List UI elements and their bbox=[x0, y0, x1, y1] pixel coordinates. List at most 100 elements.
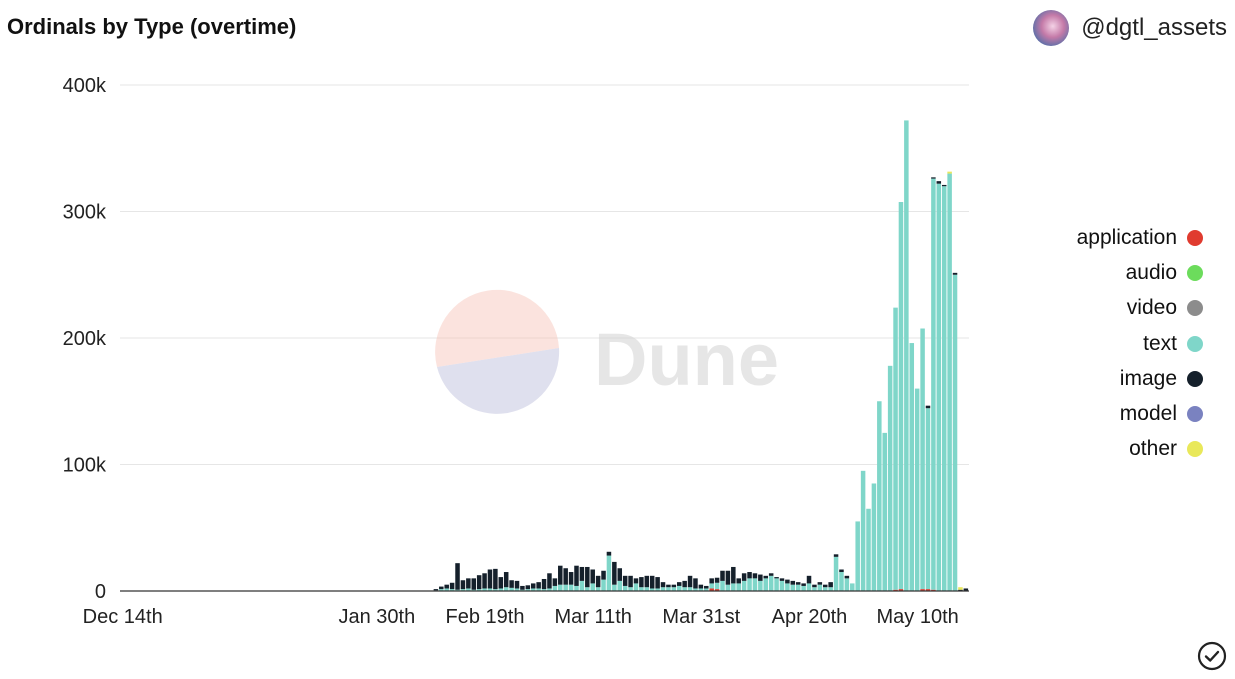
bar-application[interactable] bbox=[898, 589, 904, 591]
bar-text[interactable] bbox=[812, 587, 817, 591]
bar-text[interactable] bbox=[720, 580, 725, 591]
bar-image[interactable] bbox=[530, 583, 536, 589]
bar-image[interactable] bbox=[617, 568, 623, 581]
bar-text[interactable] bbox=[525, 589, 531, 591]
bar-text[interactable] bbox=[904, 120, 909, 592]
bar-application[interactable] bbox=[714, 589, 720, 591]
bar-image[interactable] bbox=[585, 566, 590, 588]
bar-text[interactable] bbox=[801, 585, 806, 591]
bar-image[interactable] bbox=[520, 585, 525, 590]
bar-text[interactable] bbox=[736, 583, 741, 591]
legend-item-video[interactable]: video bbox=[1077, 291, 1203, 326]
bar-image[interactable] bbox=[444, 584, 449, 589]
bar-image[interactable] bbox=[471, 578, 477, 590]
bar-text[interactable] bbox=[920, 328, 925, 590]
bar-text[interactable] bbox=[822, 587, 828, 591]
bar-text[interactable] bbox=[698, 588, 704, 591]
bar-text[interactable] bbox=[487, 588, 493, 591]
bar-text[interactable] bbox=[866, 508, 871, 591]
bar-text[interactable] bbox=[493, 589, 498, 591]
bar-image[interactable] bbox=[844, 575, 850, 579]
bar-image[interactable] bbox=[644, 575, 650, 588]
bar-text[interactable] bbox=[439, 589, 444, 591]
bar-text[interactable] bbox=[617, 580, 623, 591]
bar-text[interactable] bbox=[763, 578, 769, 591]
bar-image[interactable] bbox=[552, 578, 558, 586]
bar-image[interactable] bbox=[449, 582, 455, 590]
bar-text[interactable] bbox=[779, 580, 785, 591]
bar-image[interactable] bbox=[693, 578, 698, 589]
bar-image[interactable] bbox=[682, 580, 687, 588]
bar-image[interactable] bbox=[536, 582, 541, 589]
bar-text[interactable] bbox=[785, 583, 790, 591]
bar-text[interactable] bbox=[622, 585, 628, 591]
bar-text[interactable] bbox=[893, 307, 898, 590]
legend-item-application[interactable]: application bbox=[1077, 220, 1203, 255]
bar-text[interactable] bbox=[449, 589, 455, 591]
bar-text[interactable] bbox=[503, 587, 509, 591]
bar-text[interactable] bbox=[925, 408, 931, 590]
bar-image[interactable] bbox=[476, 575, 482, 590]
bar-text[interactable] bbox=[855, 521, 860, 591]
bar-image[interactable] bbox=[801, 583, 806, 586]
bar-image[interactable] bbox=[509, 580, 514, 588]
bar-text[interactable] bbox=[833, 556, 839, 591]
bar-other[interactable] bbox=[958, 587, 963, 590]
bar-text[interactable] bbox=[666, 587, 671, 591]
bar-image[interactable] bbox=[752, 573, 758, 579]
bar-image[interactable] bbox=[709, 578, 714, 584]
bar-text[interactable] bbox=[606, 555, 612, 591]
bar-image[interactable] bbox=[931, 177, 936, 179]
bar-image[interactable] bbox=[639, 577, 644, 588]
bar-image[interactable] bbox=[758, 574, 763, 581]
bar-text[interactable] bbox=[563, 584, 568, 591]
bar-text[interactable] bbox=[460, 589, 466, 591]
bar-text[interactable] bbox=[752, 578, 758, 591]
bar-image[interactable] bbox=[568, 572, 574, 585]
bar-text[interactable] bbox=[579, 580, 585, 591]
bar-image[interactable] bbox=[763, 575, 769, 579]
bar-image[interactable] bbox=[606, 551, 612, 556]
bar-text[interactable] bbox=[774, 578, 779, 591]
bar-text[interactable] bbox=[498, 588, 504, 591]
bar-image[interactable] bbox=[828, 582, 833, 588]
bar-image[interactable] bbox=[704, 585, 709, 589]
bar-image[interactable] bbox=[649, 575, 655, 589]
bar-text[interactable] bbox=[547, 588, 552, 591]
bar-image[interactable] bbox=[747, 572, 752, 579]
bar-image[interactable] bbox=[558, 565, 563, 585]
bar-text[interactable] bbox=[585, 587, 590, 591]
bar-image[interactable] bbox=[687, 575, 693, 588]
bar-text[interactable] bbox=[795, 584, 801, 591]
bar-image[interactable] bbox=[595, 575, 601, 588]
bar-image[interactable] bbox=[525, 585, 531, 590]
bar-text[interactable] bbox=[704, 588, 709, 591]
bar-image[interactable] bbox=[785, 579, 790, 584]
bar-text[interactable] bbox=[936, 183, 942, 592]
bar-text[interactable] bbox=[601, 579, 606, 591]
bar-application[interactable] bbox=[709, 588, 714, 591]
bar-text[interactable] bbox=[595, 587, 601, 591]
bar-image[interactable] bbox=[790, 580, 796, 585]
bar-text[interactable] bbox=[649, 588, 655, 591]
bar-text[interactable] bbox=[655, 588, 660, 591]
bar-text[interactable] bbox=[455, 589, 460, 591]
bar-image[interactable] bbox=[795, 582, 801, 585]
bar-image[interactable] bbox=[482, 573, 487, 589]
bar-text[interactable] bbox=[628, 587, 633, 591]
legend-item-audio[interactable]: audio bbox=[1077, 255, 1203, 290]
bar-text[interactable] bbox=[676, 585, 682, 591]
bar-text[interactable] bbox=[466, 588, 471, 591]
bar-text[interactable] bbox=[747, 578, 752, 591]
bar-image[interactable] bbox=[655, 577, 660, 589]
bar-image[interactable] bbox=[671, 584, 677, 588]
bar-image[interactable] bbox=[839, 569, 844, 573]
bar-image[interactable] bbox=[612, 561, 617, 585]
bar-text[interactable] bbox=[520, 589, 525, 591]
bar-text[interactable] bbox=[947, 173, 952, 592]
bar-text[interactable] bbox=[725, 584, 731, 591]
bar-image[interactable] bbox=[741, 573, 747, 581]
bar-image[interactable] bbox=[812, 584, 817, 588]
bar-text[interactable] bbox=[541, 589, 547, 591]
bar-image[interactable] bbox=[628, 575, 633, 588]
